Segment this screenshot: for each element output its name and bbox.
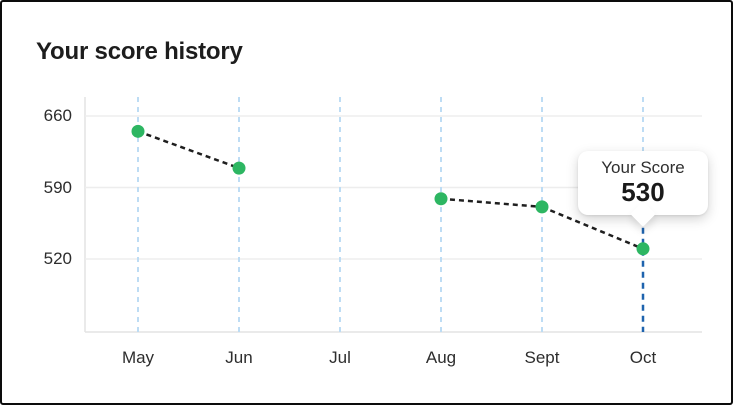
data-point-aug[interactable]	[434, 192, 448, 206]
x-axis-label-oct: Oct	[629, 348, 657, 367]
x-axis-label-jul: Jul	[329, 348, 351, 367]
x-axis-label-jun: Jun	[225, 348, 253, 367]
card-title: Your score history	[36, 38, 243, 65]
y-axis-label-590: 590	[43, 177, 72, 197]
x-axis-label-aug: Aug	[425, 348, 457, 367]
tooltip-label: Your Score	[601, 157, 685, 177]
data-point-may[interactable]	[131, 124, 145, 138]
y-axis-label-520: 520	[43, 249, 72, 268]
y-axis-label-660: 660	[43, 106, 72, 125]
score-line-sept-oct	[541, 205, 644, 250]
score-line-may-jun	[137, 130, 240, 170]
x-axis-label-may: May	[121, 348, 155, 367]
data-point-oct[interactable]	[636, 242, 650, 256]
data-point-sept[interactable]	[535, 200, 549, 214]
score-line-aug-sept	[440, 197, 543, 209]
score-tooltip: Your Score 530	[578, 150, 708, 227]
x-axis-label-sept: Sept	[524, 348, 560, 367]
data-point-jun[interactable]	[232, 161, 246, 175]
